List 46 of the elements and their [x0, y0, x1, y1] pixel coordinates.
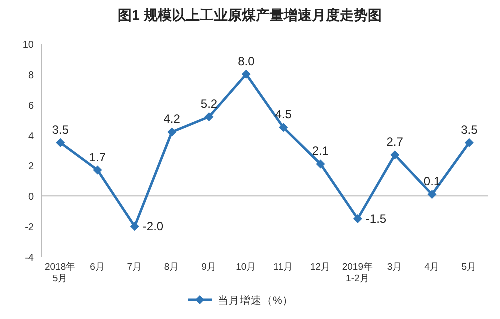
legend-label: 当月增速（%） — [218, 294, 294, 307]
data-label: 3.5 — [461, 122, 478, 137]
data-label: 2.1 — [312, 144, 330, 158]
point — [428, 190, 437, 200]
x-tick-label: 10月 — [236, 262, 257, 273]
data-label: 4.5 — [275, 108, 292, 122]
point — [353, 214, 362, 224]
x-tick-label: 12月 — [310, 262, 332, 273]
data-label: 8.0 — [238, 54, 256, 68]
x-tick-label: 9月 — [202, 262, 217, 273]
data-label: 3.5 — [52, 122, 70, 137]
point — [242, 70, 251, 79]
x-tick-label: 3月 — [387, 262, 403, 273]
x-tick-label: 8月 — [164, 262, 180, 273]
y-tick-label: 10 — [22, 40, 34, 51]
point — [204, 112, 214, 122]
data-label: 5.2 — [200, 97, 218, 112]
x-tick-label: 11月 — [274, 262, 294, 273]
data-label: -2.0 — [142, 220, 164, 234]
data-label: 4.2 — [164, 112, 181, 126]
data-label: 0.1 — [424, 174, 441, 189]
x-tick-label: 2019年 1-2月 — [342, 261, 374, 284]
point — [93, 166, 102, 175]
x-tick-label: 4月 — [424, 262, 440, 273]
data-label: -1.5 — [366, 212, 387, 226]
y-tick-label: -2 — [25, 222, 34, 234]
y-tick-label: 6 — [28, 100, 34, 112]
point — [279, 123, 288, 132]
chart-title: 图1 规模以上工业原煤产量增速月度走势图 — [118, 7, 382, 23]
point — [56, 138, 66, 148]
x-tick-label: 2018年 5月 — [45, 261, 76, 284]
x-tick-label: 5月 — [462, 262, 478, 273]
point — [390, 150, 400, 160]
y-tick-label: 2 — [28, 162, 34, 173]
data-label: 2.7 — [386, 135, 404, 150]
point — [130, 222, 140, 232]
y-tick-label: 4 — [28, 131, 34, 142]
x-tick-label: 6月 — [90, 262, 106, 273]
data-label: 1.7 — [89, 150, 106, 164]
y-tick-label: 0 — [28, 192, 34, 204]
point — [168, 128, 177, 137]
y-tick-label: -4 — [25, 253, 34, 264]
point — [316, 160, 326, 169]
point — [464, 138, 474, 148]
y-tick-label: 8 — [28, 70, 34, 82]
x-tick-label: 7月 — [127, 262, 143, 273]
